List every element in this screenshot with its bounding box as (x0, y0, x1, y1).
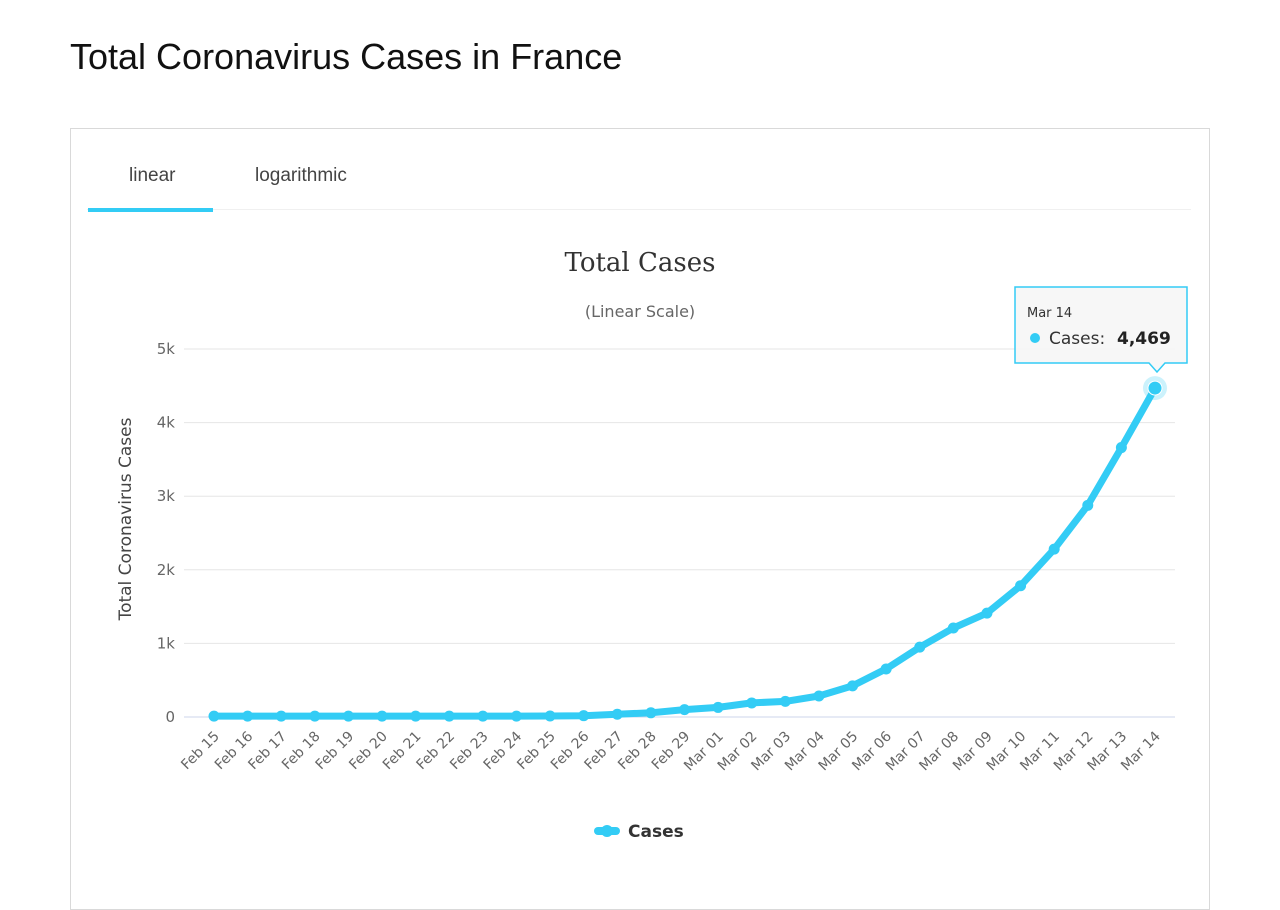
data-point (1048, 543, 1060, 555)
data-point (275, 710, 287, 722)
tooltip-label: Cases: (1049, 329, 1105, 349)
data-point (1115, 442, 1127, 454)
y-tick-label: 2k (157, 561, 176, 579)
grid-lines (184, 348, 1175, 718)
data-point (510, 710, 522, 722)
data-point (813, 690, 825, 702)
scale-tabs: linear logarithmic (87, 129, 1191, 210)
data-point (544, 710, 556, 722)
data-point (645, 707, 657, 719)
data-point (1015, 580, 1027, 592)
data-point (309, 710, 321, 722)
data-point (679, 704, 690, 716)
data-point (342, 710, 354, 722)
data-point (1147, 380, 1163, 396)
data-point (779, 695, 791, 707)
data-point (981, 607, 993, 619)
data-point (578, 710, 590, 722)
tooltip-value: 4,469 (1117, 329, 1171, 349)
data-point (746, 697, 758, 709)
chart-title: Total Cases (565, 248, 716, 278)
tooltip-box (1014, 286, 1188, 374)
active-tab-indicator (88, 208, 213, 212)
data-point (376, 710, 388, 722)
tooltip: Mar 14 Cases: 4,469 (1014, 286, 1188, 374)
legend[interactable]: Cases (594, 822, 684, 842)
data-point (410, 710, 422, 722)
legend-label-cases[interactable]: Cases (628, 822, 684, 842)
data-point (712, 701, 724, 713)
tooltip-marker-icon (1030, 333, 1040, 343)
data-point (242, 710, 254, 722)
y-tick-label: 4k (157, 414, 176, 432)
legend-marker-icon (601, 825, 613, 837)
data-point (611, 708, 623, 720)
data-point (477, 710, 489, 722)
data-point (1082, 499, 1094, 511)
series-cases (208, 376, 1167, 722)
tab-logarithmic[interactable]: logarithmic (255, 165, 347, 186)
series-line (210, 384, 1159, 720)
chart-subtitle: (Linear Scale) (585, 302, 695, 321)
tooltip-date: Mar 14 (1027, 306, 1072, 321)
data-point (208, 710, 220, 722)
tab-linear[interactable]: linear (129, 165, 176, 186)
data-point (914, 641, 926, 653)
y-axis-label: Total Coronavirus Cases (116, 417, 136, 621)
data-point (847, 680, 859, 692)
y-tick-label: 3k (157, 487, 176, 505)
chart-panel: linear logarithmic Total Cases (Linear S… (70, 128, 1210, 910)
y-tick-label: 1k (157, 634, 176, 652)
data-point (947, 622, 959, 634)
line-chart: Total Cases (Linear Scale) Total Coronav… (116, 248, 1188, 842)
data-point (880, 663, 892, 675)
page-title: Total Coronavirus Cases in France (70, 36, 623, 77)
y-axis-ticks: 0 1k 2k 3k 4k 5k (157, 340, 176, 726)
y-tick-label: 5k (157, 340, 176, 358)
y-tick-label: 0 (165, 708, 175, 726)
data-point (443, 710, 455, 722)
